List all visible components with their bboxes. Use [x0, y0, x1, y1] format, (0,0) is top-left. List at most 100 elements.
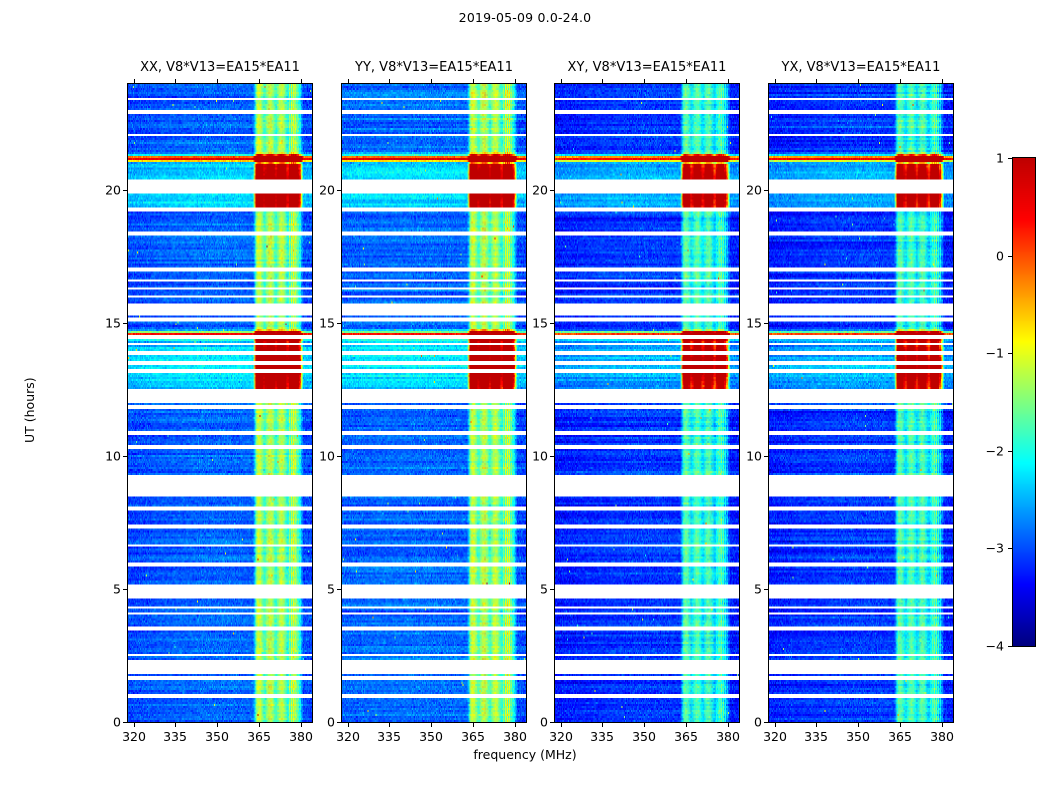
x-tick-mark [602, 723, 603, 727]
x-tick-label: 380 [503, 729, 527, 744]
colorbar-tick-label: −4 [985, 638, 1004, 654]
y-tick-mark [337, 323, 341, 324]
x-tick-mark-top [942, 79, 943, 83]
y-tick-label: 0 [540, 714, 548, 730]
y-tick-mark [550, 589, 554, 590]
waterfall-image-yy [342, 84, 526, 722]
x-tick-mark-top [175, 79, 176, 83]
y-tick-mark [764, 456, 768, 457]
x-tick-label: 350 [846, 729, 870, 744]
y-tick-label: 5 [113, 581, 121, 597]
x-tick-label: 320 [336, 729, 360, 744]
y-tick-label: 10 [319, 448, 335, 464]
x-tick-label: 365 [888, 729, 912, 744]
y-tick-mark [337, 456, 341, 457]
x-tick-label: 350 [205, 729, 229, 744]
y-tick-label: 0 [327, 714, 335, 730]
y-tick-mark [337, 190, 341, 191]
waterfall-panel-yx[interactable] [768, 83, 954, 723]
y-tick-mark [123, 190, 127, 191]
y-tick-mark [550, 190, 554, 191]
y-tick-mark [550, 323, 554, 324]
x-tick-mark [775, 723, 776, 727]
x-tick-mark [686, 723, 687, 727]
colorbar-tick-mark [1008, 646, 1012, 647]
x-tick-mark-top [217, 79, 218, 83]
colorbar-tick-label: 0 [996, 248, 1004, 264]
x-tick-mark-top [301, 79, 302, 83]
x-tick-label: 335 [377, 729, 401, 744]
y-tick-label: 20 [105, 182, 121, 198]
x-tick-mark [515, 723, 516, 727]
x-tick-mark [175, 723, 176, 727]
x-tick-mark-top [644, 79, 645, 83]
x-tick-label: 350 [632, 729, 656, 744]
x-tick-label: 335 [804, 729, 828, 744]
colorbar-tick-mark [1008, 451, 1012, 452]
x-tick-mark [816, 723, 817, 727]
y-tick-label: 5 [540, 581, 548, 597]
y-tick-mark [123, 456, 127, 457]
x-tick-mark-top [561, 79, 562, 83]
x-tick-mark-top [775, 79, 776, 83]
panel-title-yy: YY, V8*V13=EA15*EA11 [355, 60, 513, 75]
x-tick-mark [389, 723, 390, 727]
y-tick-mark [123, 722, 127, 723]
x-tick-label: 320 [122, 729, 146, 744]
waterfall-image-yx [769, 84, 953, 722]
y-tick-mark [550, 456, 554, 457]
x-tick-mark-top [900, 79, 901, 83]
x-tick-label: 380 [289, 729, 313, 744]
x-tick-mark [728, 723, 729, 727]
y-tick-label: 15 [532, 315, 548, 331]
colorbar-gradient [1013, 158, 1035, 646]
colorbar-tick-label: −2 [985, 443, 1004, 459]
x-tick-label: 335 [163, 729, 187, 744]
x-tick-mark [217, 723, 218, 727]
y-tick-mark [337, 589, 341, 590]
colorbar[interactable] [1012, 157, 1036, 647]
x-tick-mark-top [602, 79, 603, 83]
x-tick-mark-top [686, 79, 687, 83]
x-tick-mark-top [431, 79, 432, 83]
colorbar-tick-mark [1008, 548, 1012, 549]
panel-title-yx: YX, V8*V13=EA15*EA11 [781, 60, 941, 75]
colorbar-tick-mark [1008, 256, 1012, 257]
y-tick-mark [123, 323, 127, 324]
y-tick-label: 10 [746, 448, 762, 464]
x-tick-mark-top [858, 79, 859, 83]
x-tick-mark-top [473, 79, 474, 83]
y-tick-label: 20 [319, 182, 335, 198]
waterfall-panel-xy[interactable] [554, 83, 740, 723]
x-tick-label: 350 [419, 729, 443, 744]
x-tick-mark-top [389, 79, 390, 83]
y-tick-mark [337, 722, 341, 723]
x-tick-mark [431, 723, 432, 727]
x-tick-mark [858, 723, 859, 727]
colorbar-tick-label: 1 [996, 150, 1004, 166]
x-tick-mark [644, 723, 645, 727]
x-tick-mark [134, 723, 135, 727]
waterfall-panel-xx[interactable] [127, 83, 313, 723]
panel-title-xx: XX, V8*V13=EA15*EA11 [140, 60, 300, 75]
x-tick-mark-top [816, 79, 817, 83]
colorbar-tick-mark [1008, 353, 1012, 354]
y-tick-label: 5 [754, 581, 762, 597]
waterfall-panel-yy[interactable] [341, 83, 527, 723]
y-tick-mark [764, 722, 768, 723]
x-tick-mark [348, 723, 349, 727]
x-tick-mark-top [134, 79, 135, 83]
y-tick-label: 15 [746, 315, 762, 331]
y-tick-label: 20 [532, 182, 548, 198]
x-tick-label: 380 [930, 729, 954, 744]
y-tick-mark [764, 323, 768, 324]
x-tick-mark [301, 723, 302, 727]
y-tick-label: 0 [113, 714, 121, 730]
x-tick-label: 365 [461, 729, 485, 744]
x-tick-mark-top [259, 79, 260, 83]
y-tick-label: 10 [105, 448, 121, 464]
colorbar-tick-label: −3 [985, 540, 1004, 556]
colorbar-tick-label: −1 [985, 345, 1004, 361]
x-tick-mark-top [348, 79, 349, 83]
